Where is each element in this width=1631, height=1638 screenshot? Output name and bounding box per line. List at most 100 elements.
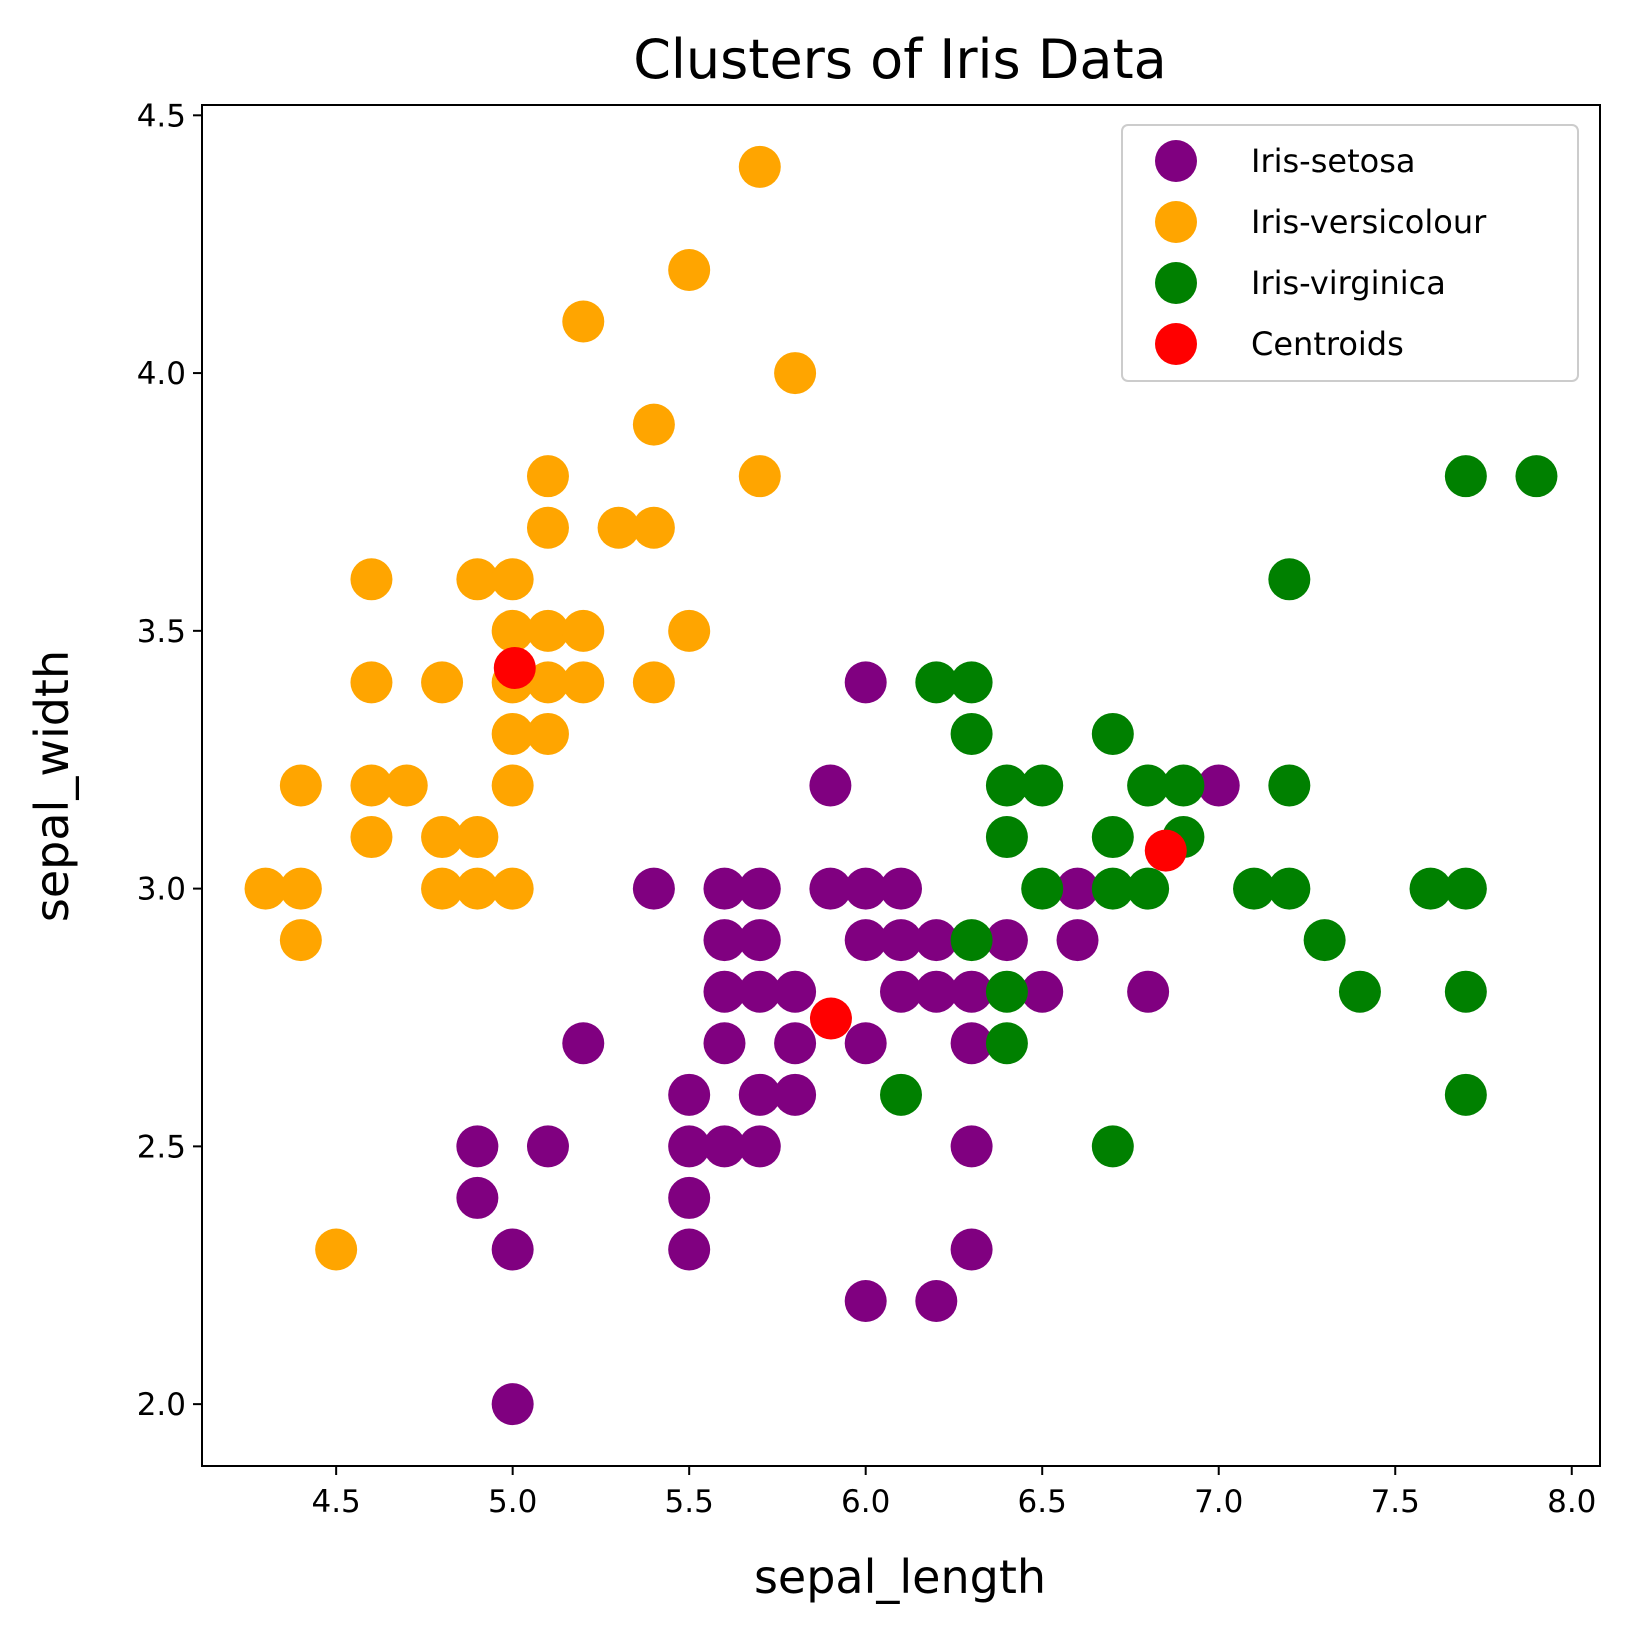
iris-setosa-point-22 [950, 970, 993, 1013]
iris-versicolour-point-1 [668, 248, 711, 291]
iris-versicolour-point-36 [491, 867, 534, 910]
y-axis-label: sepal_width [25, 650, 79, 922]
iris-setosa-point-2 [1197, 764, 1240, 807]
iris-setosa-point-21 [915, 970, 958, 1013]
iris-versicolour-point-13 [491, 609, 534, 652]
legend-marker-centroids [1155, 323, 1197, 365]
iris-setosa-point-37 [738, 1125, 781, 1168]
iris-setosa-point-6 [809, 867, 852, 910]
iris-virginica-point-9 [1127, 764, 1170, 807]
iris-setosa-point-38 [950, 1125, 993, 1168]
iris-setosa-point-11 [738, 919, 781, 962]
iris-versicolour-point-17 [350, 661, 393, 704]
legend-box [1121, 124, 1579, 382]
legend-label-iris-setosa: Iris-setosa [1251, 142, 1415, 180]
iris-setosa-point-31 [738, 1073, 781, 1116]
iris-virginica-point-2 [1268, 558, 1311, 601]
iris-virginica-point-16 [1091, 867, 1134, 910]
iris-virginica-point-12 [985, 816, 1028, 859]
iris-setosa-point-24 [1127, 970, 1170, 1013]
iris-versicolour-point-4 [632, 403, 675, 446]
iris-virginica-point-11 [1268, 764, 1311, 807]
iris-virginica-point-29 [1444, 1073, 1487, 1116]
iris-setosa-point-10 [703, 919, 746, 962]
iris-setosa-point-29 [950, 1022, 993, 1065]
iris-versicolour-point-8 [597, 506, 640, 549]
iris-versicolour-point-30 [421, 816, 464, 859]
iris-versicolour-point-5 [526, 455, 569, 498]
iris-versicolour-point-20 [526, 661, 569, 704]
x-tick-label-0: 4.5 [311, 1484, 360, 1520]
iris-versicolour-point-11 [456, 558, 499, 601]
iris-versicolour-point-28 [491, 764, 534, 807]
iris-versicolour-point-26 [350, 764, 393, 807]
y-axis-ticks: 2.0 2.5 3.0 3.5 4.0 4.5 [137, 98, 202, 1423]
iris-virginica-point-28 [880, 1073, 922, 1116]
iris-setosa-point-20 [880, 970, 922, 1013]
iris-setosa-point-5 [738, 867, 781, 910]
y-tick-label-5: 4.5 [137, 98, 186, 134]
iris-setosa-point-40 [668, 1176, 711, 1219]
plot-area-frame [201, 104, 1601, 1467]
iris-setosa-point-4 [703, 867, 746, 910]
iris-virginica-point-4 [950, 661, 993, 704]
y-tick-label-2: 3.0 [137, 872, 186, 908]
iris-versicolour-point-32 [244, 867, 287, 910]
x-tick-label-2: 5.5 [665, 1484, 714, 1520]
iris-versicolour-point-7 [526, 506, 569, 549]
iris-setosa-point-35 [668, 1125, 711, 1168]
x-axis-label: sepal_length [754, 1550, 1046, 1604]
iris-virginica-point-17 [1127, 867, 1170, 910]
iris-virginica-point-8 [1021, 764, 1064, 807]
iris-versicolour-point-27 [385, 764, 428, 807]
iris-versicolour-point-10 [350, 558, 393, 601]
iris-versicolour-point-24 [526, 712, 569, 755]
iris-setosa-point-7 [844, 867, 887, 910]
iris-versicolour-point-35 [456, 867, 499, 910]
iris-versicolour-point-12 [491, 558, 534, 601]
legend-marker-iris-virginica [1155, 262, 1197, 304]
iris-setosa-point-23 [1021, 970, 1064, 1013]
iris-setosa-point-1 [809, 764, 852, 807]
iris-setosa-point-16 [1056, 919, 1099, 962]
iris-virginica-point-6 [1091, 712, 1134, 755]
iris-setosa-point-17 [703, 970, 746, 1013]
iris-versicolour-point-16 [668, 609, 711, 652]
centroids-point-0 [493, 646, 536, 689]
x-tick-label-5: 7.0 [1194, 1484, 1243, 1520]
iris-setosa-point-19 [774, 970, 817, 1013]
iris-versicolour-point-31 [456, 816, 499, 859]
iris-setosa-point-30 [668, 1073, 711, 1116]
iris-virginica-point-23 [1303, 919, 1346, 962]
iris-setosa-point-8 [880, 867, 922, 910]
x-tick-label-7: 8.0 [1547, 1484, 1596, 1520]
iris-setosa-point-26 [703, 1022, 746, 1065]
iris-virginica-point-15 [1021, 867, 1064, 910]
iris-virginica-point-5 [950, 712, 993, 755]
iris-versicolour-point-34 [421, 867, 464, 910]
legend-marker-iris-versicolour [1155, 201, 1197, 243]
iris-versicolour-point-37 [279, 919, 322, 962]
iris-setosa-point-45 [915, 1280, 958, 1323]
iris-virginica-point-0 [1444, 455, 1487, 498]
iris-setosa-point-0 [844, 661, 887, 704]
iris-setosa-point-46 [491, 1383, 534, 1426]
iris-versicolour-point-21 [562, 661, 605, 704]
iris-virginica-point-24 [985, 970, 1028, 1013]
iris-virginica-point-26 [1444, 970, 1487, 1013]
iris-versicolour-point-9 [632, 506, 675, 549]
iris-setosa-point-43 [950, 1228, 993, 1271]
iris-setosa-point-44 [844, 1280, 887, 1323]
iris-setosa-point-14 [915, 919, 958, 962]
iris-versicolour-point-14 [526, 609, 569, 652]
iris-versicolour-point-3 [774, 352, 817, 395]
chart-title: Clusters of Iris Data [633, 28, 1167, 91]
iris-setosa-point-33 [456, 1125, 499, 1168]
iris-virginica-point-22 [950, 919, 993, 962]
iris-setosa-point-42 [668, 1228, 711, 1271]
legend-label-iris-versicolour: Iris-versicolour [1251, 203, 1487, 241]
iris-versicolour-point-15 [562, 609, 605, 652]
iris-virginica-point-25 [1338, 970, 1381, 1013]
iris-virginica-point-19 [1268, 867, 1311, 910]
